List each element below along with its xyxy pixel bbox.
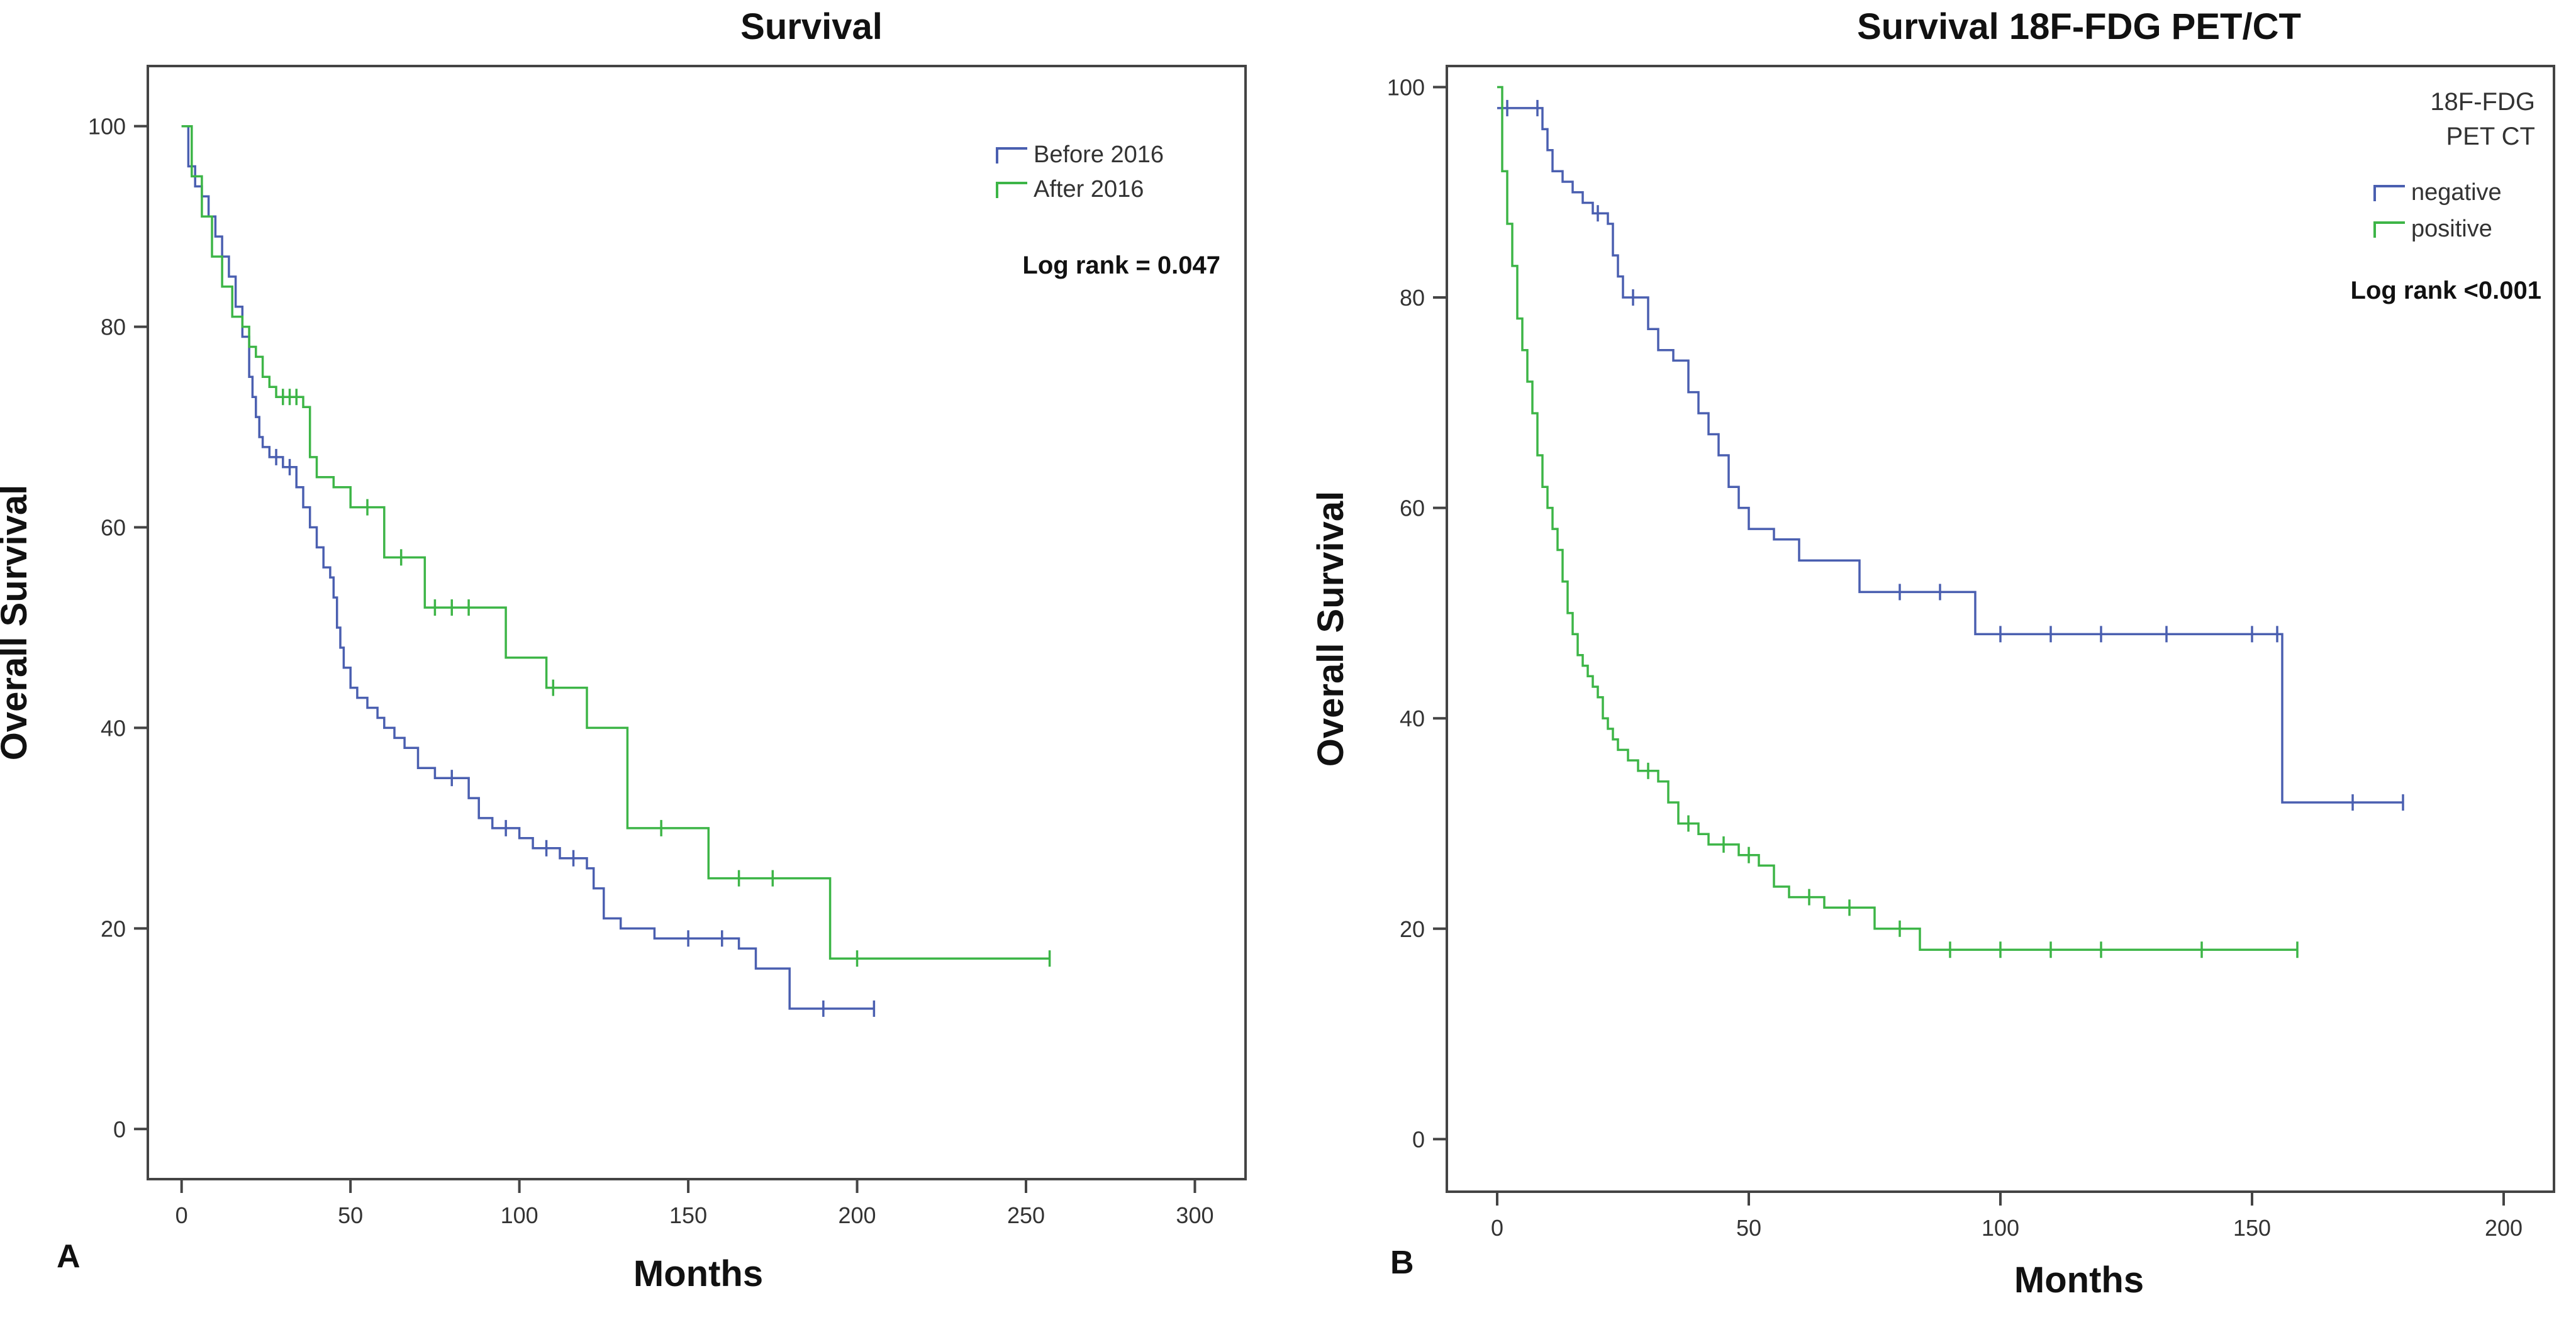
- x-tick-label: 200: [2485, 1215, 2523, 1241]
- y-tick-label: 20: [1400, 916, 1425, 942]
- x-tick-label: 250: [1007, 1202, 1045, 1228]
- legend-label-before-2016: Before 2016: [1034, 141, 1164, 168]
- x-tick-label: 0: [176, 1202, 188, 1228]
- panel-b-x-axis-label: Months: [2014, 1260, 2144, 1301]
- panel-b-letter: B: [1390, 1245, 1414, 1281]
- legend-swatch-negative: [2373, 185, 2405, 201]
- panel-b-y-axis: 0 20 40 60 80 100: [1387, 74, 1447, 1152]
- panel-a-plot-frame: [147, 65, 1247, 1180]
- panel-a-log-rank-annotation: Log rank = 0.047: [1022, 252, 1220, 279]
- y-tick-label: 60: [101, 515, 126, 541]
- legend-label-positive: positive: [2411, 216, 2492, 242]
- legend-item-after-2016: After 2016: [996, 176, 1144, 202]
- y-tick-label: 0: [113, 1116, 126, 1142]
- x-tick-label: 0: [1491, 1215, 1503, 1241]
- panel-a-title: Survival: [740, 6, 883, 47]
- survival-curve-before-2016: [181, 125, 874, 1010]
- panel-a: Survival 0 20 40 60 80 100 0 50 100 150 200 250 300…: [0, 6, 1247, 1294]
- panel-b-y-axis-label: Overall Survival: [1310, 491, 1351, 767]
- x-tick-label: 100: [501, 1202, 538, 1228]
- panel-a-letter: A: [57, 1238, 81, 1275]
- y-tick-label: 60: [1400, 496, 1425, 521]
- y-tick-label: 40: [101, 715, 126, 741]
- legend-item-positive: positive: [2373, 216, 2492, 242]
- legend-item-before-2016: Before 2016: [996, 141, 1164, 168]
- legend-item-negative: negative: [2373, 179, 2502, 206]
- panel-b-series: [1497, 86, 2404, 958]
- legend-label-negative: negative: [2411, 179, 2502, 206]
- survival-curve-after-2016: [181, 125, 1050, 960]
- panel-a-y-axis: 0 20 40 60 80 100: [88, 114, 148, 1142]
- panel-a-legend: Before 2016 After 2016: [996, 141, 1164, 202]
- legend-swatch-positive: [2373, 221, 2405, 238]
- panel-b-legend: 18F-FDG PET CT negative positive: [2373, 88, 2535, 242]
- legend-title-line-2: PET CT: [2446, 123, 2535, 150]
- legend-label-after-2016: After 2016: [1034, 176, 1144, 202]
- x-tick-label: 100: [1982, 1215, 2019, 1241]
- legend-title-line-1: 18F-FDG: [2430, 88, 2535, 116]
- panel-a-y-axis-label: Overall Survival: [0, 485, 35, 760]
- y-tick-label: 0: [1412, 1126, 1425, 1152]
- y-tick-label: 100: [1387, 74, 1425, 100]
- x-tick-label: 50: [338, 1202, 363, 1228]
- legend-swatch-before-2016: [996, 147, 1027, 164]
- x-tick-label: 50: [1736, 1215, 1761, 1241]
- panel-b: Survival 18F-FDG PET/CT 0 20 40 60 80 100 0 50…: [1310, 6, 2555, 1301]
- y-tick-label: 20: [101, 916, 126, 941]
- x-tick-label: 300: [1176, 1202, 1213, 1228]
- survival-curve-negative: [1497, 107, 2403, 804]
- panel-b-log-rank-annotation: Log rank <0.001: [2351, 277, 2541, 304]
- legend-swatch-after-2016: [996, 182, 1027, 198]
- panel-b-x-axis: 0 50 100 150 200: [1491, 1192, 2523, 1241]
- panel-b-title: Survival 18F-FDG PET/CT: [1857, 6, 2301, 47]
- y-tick-label: 80: [101, 314, 126, 340]
- panel-a-x-axis-label: Months: [633, 1253, 763, 1294]
- x-tick-label: 200: [838, 1202, 876, 1228]
- panel-a-series: [181, 125, 1051, 1017]
- survival-curve-positive: [1497, 86, 2297, 951]
- y-tick-label: 100: [88, 114, 126, 140]
- y-tick-label: 80: [1400, 285, 1425, 311]
- panel-a-x-axis: 0 50 100 150 200 250 300: [176, 1179, 1214, 1228]
- x-tick-label: 150: [669, 1202, 707, 1228]
- y-tick-label: 40: [1400, 706, 1425, 731]
- x-tick-label: 150: [2233, 1215, 2271, 1241]
